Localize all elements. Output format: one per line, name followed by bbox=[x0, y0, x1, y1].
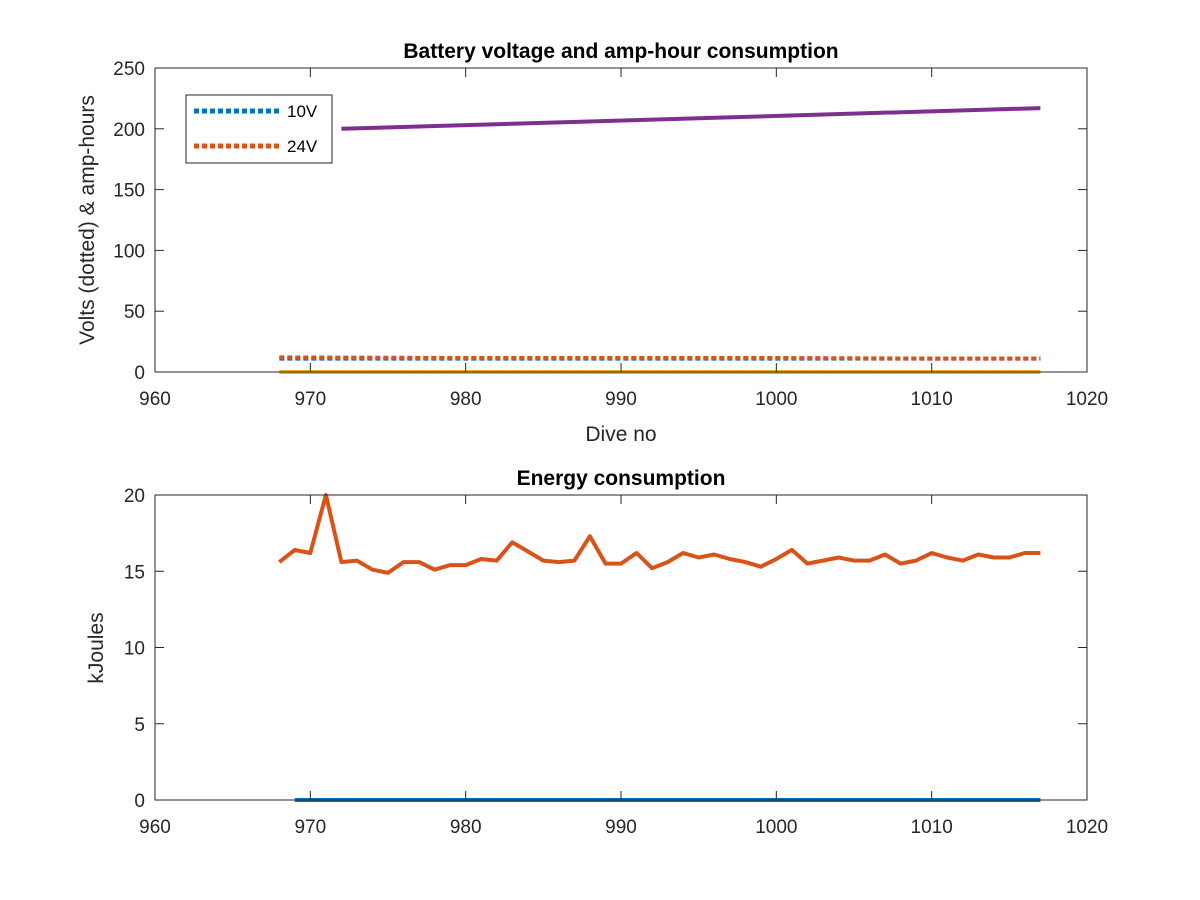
y-tick-label: 200 bbox=[113, 120, 145, 141]
y-axis-label: kJoules bbox=[85, 612, 108, 683]
x-tick-label: 1020 bbox=[1066, 817, 1108, 838]
y-tick-label: 250 bbox=[113, 59, 145, 80]
energy-plot: Energy consumption kJoules 960 970 980 990 1… bbox=[85, 467, 1108, 838]
y-tick-label: 0 bbox=[134, 363, 145, 384]
y-tick-label: 5 bbox=[134, 715, 145, 736]
x-tick-label: 990 bbox=[605, 817, 637, 838]
legend-label-24v: 24V bbox=[287, 137, 318, 156]
x-tick-label: 990 bbox=[605, 389, 637, 410]
y-tick-label: 50 bbox=[124, 302, 145, 323]
y-tick-label: 15 bbox=[124, 562, 145, 583]
x-tick-label: 960 bbox=[139, 389, 171, 410]
y-axis-label: Volts (dotted) & amp-hours bbox=[76, 95, 99, 345]
y-tick-label: 100 bbox=[113, 241, 145, 262]
tick-layer: 960 970 980 990 1000 1010 1020 0 5 10 15 20 bbox=[124, 486, 1108, 838]
y-tick-label: 0 bbox=[134, 791, 145, 812]
tick-layer: 960 970 980 990 1000 1010 1020 0 50 100 150 200 250 bbox=[113, 59, 1108, 410]
plot-title: Battery voltage and amp-hour consumption bbox=[403, 40, 838, 63]
x-tick-label: 1000 bbox=[755, 389, 797, 410]
x-tick-label: 980 bbox=[450, 817, 482, 838]
x-tick-label: 970 bbox=[294, 817, 326, 838]
x-tick-label: 960 bbox=[139, 817, 171, 838]
x-tick-label: 1000 bbox=[755, 817, 797, 838]
y-tick-label: 150 bbox=[113, 181, 145, 202]
series-line-24v bbox=[279, 355, 1041, 361]
x-tick-label: 980 bbox=[450, 389, 482, 410]
voltage-amphour-plot: Battery voltage and amp-hour consumption… bbox=[76, 40, 1108, 446]
legend[interactable]: 10V 24V bbox=[185, 94, 333, 164]
y-tick-label: 10 bbox=[124, 639, 145, 660]
x-axis-label: Dive no bbox=[585, 423, 656, 446]
plot-title: Energy consumption bbox=[517, 467, 726, 490]
y-tick-label: 20 bbox=[124, 486, 145, 507]
legend-box bbox=[185, 94, 333, 164]
x-tick-label: 1010 bbox=[911, 817, 953, 838]
series-line-1 bbox=[278, 493, 1041, 575]
x-tick-label: 1010 bbox=[911, 389, 953, 410]
x-tick-label: 970 bbox=[294, 389, 326, 410]
x-tick-label: 1020 bbox=[1066, 389, 1108, 410]
legend-label-10v: 10V bbox=[287, 102, 318, 121]
series-line-3 bbox=[341, 106, 1041, 131]
